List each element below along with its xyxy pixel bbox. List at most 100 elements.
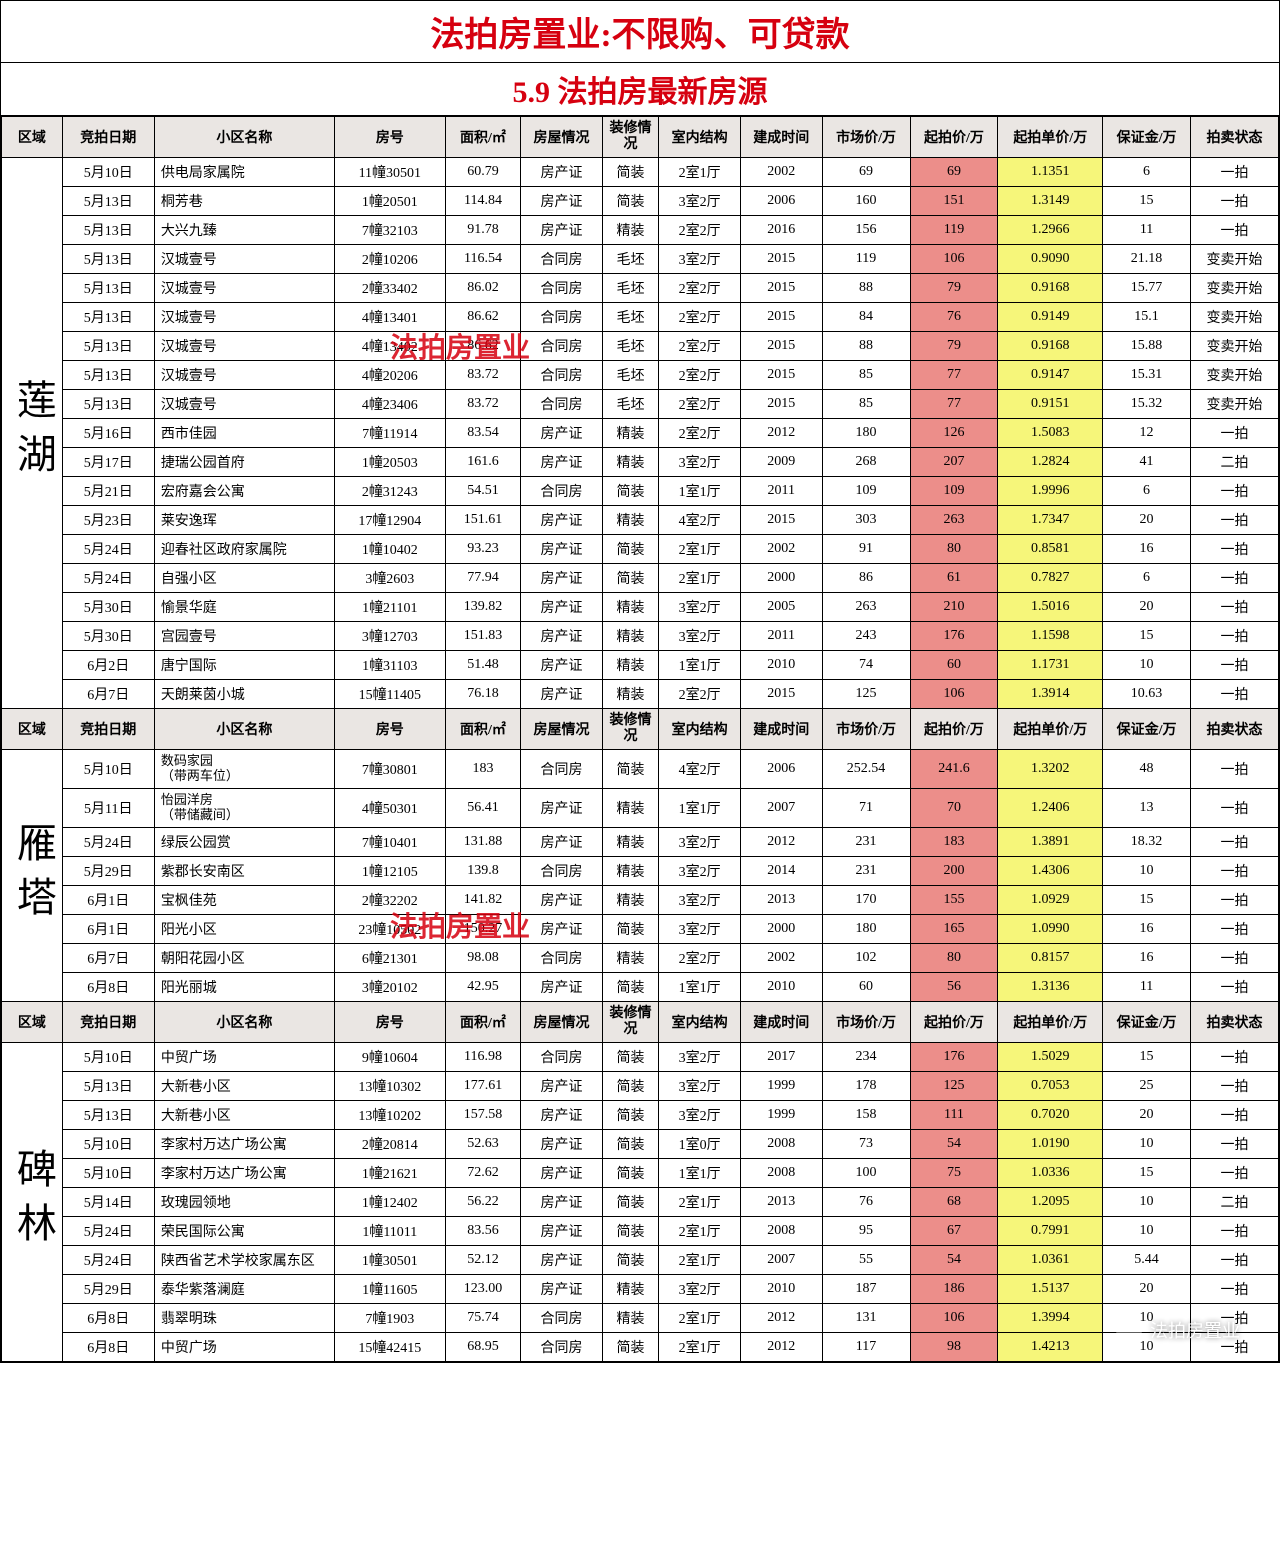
cell: 3室2厅 bbox=[659, 857, 741, 886]
cell: 150.27 bbox=[445, 915, 520, 944]
cell: 1幢12105 bbox=[334, 857, 445, 886]
cell: 11幢30501 bbox=[334, 158, 445, 187]
cell: 2012 bbox=[740, 828, 822, 857]
cell: 大新巷小区 bbox=[154, 1101, 334, 1130]
cell: 房产证 bbox=[521, 1159, 603, 1188]
cell: 2007 bbox=[740, 789, 822, 828]
cell: 大新巷小区 bbox=[154, 1072, 334, 1101]
cell: 1.2966 bbox=[998, 216, 1103, 245]
cell: 一拍 bbox=[1191, 1130, 1279, 1159]
cell: 1幢21101 bbox=[334, 593, 445, 622]
cell: 0.7991 bbox=[998, 1217, 1103, 1246]
table-row: 5月24日陕西省艺术学校家属东区1幢3050152.12房产证简装2室1厅200… bbox=[2, 1246, 1279, 1275]
cell: 简装 bbox=[602, 564, 659, 593]
cell: 183 bbox=[910, 828, 998, 857]
cell: 2015 bbox=[740, 680, 822, 709]
cell: 5月11日 bbox=[62, 789, 154, 828]
cell: 1.4213 bbox=[998, 1333, 1103, 1362]
cell: 合同房 bbox=[521, 390, 603, 419]
cell: 151.83 bbox=[445, 622, 520, 651]
cell: 捷瑞公园首府 bbox=[154, 448, 334, 477]
col-header: 市场价/万 bbox=[822, 1002, 910, 1043]
cell: 4幢13401 bbox=[334, 303, 445, 332]
cell: 41 bbox=[1103, 448, 1191, 477]
col-header: 竞拍日期 bbox=[62, 1002, 154, 1043]
cell: 17幢12904 bbox=[334, 506, 445, 535]
col-header: 建成时间 bbox=[740, 709, 822, 750]
cell: 1.5016 bbox=[998, 593, 1103, 622]
col-header: 保证金/万 bbox=[1103, 709, 1191, 750]
cell: 178 bbox=[822, 1072, 910, 1101]
cell: 176 bbox=[910, 1043, 998, 1072]
cell: 2013 bbox=[740, 886, 822, 915]
cell: 一拍 bbox=[1191, 1072, 1279, 1101]
cell: 72.62 bbox=[445, 1159, 520, 1188]
cell: 5月13日 bbox=[62, 245, 154, 274]
cell: 一拍 bbox=[1191, 789, 1279, 828]
cell: 5月30日 bbox=[62, 593, 154, 622]
col-header: 室内结构 bbox=[659, 709, 741, 750]
table-row: 5月13日汉城壹号4幢2020683.72合同房毛坯2室2厅201585770.… bbox=[2, 361, 1279, 390]
cell: 77 bbox=[910, 390, 998, 419]
cell: 房产证 bbox=[521, 1188, 603, 1217]
cell: 精装 bbox=[602, 828, 659, 857]
cell: 2011 bbox=[740, 622, 822, 651]
col-header: 室内结构 bbox=[659, 117, 741, 158]
cell: 5月23日 bbox=[62, 506, 154, 535]
col-header: 房号 bbox=[334, 709, 445, 750]
table-row: 5月13日汉城壹号4幢1340186.62合同房毛坯2室2厅201584760.… bbox=[2, 303, 1279, 332]
table-row: 5月24日绿辰公园赏7幢10401131.88房产证精装3室2厅20122311… bbox=[2, 828, 1279, 857]
cell: 中贸广场 bbox=[154, 1043, 334, 1072]
cell: 0.7020 bbox=[998, 1101, 1103, 1130]
cell: 85 bbox=[822, 390, 910, 419]
col-header: 房屋情况 bbox=[521, 709, 603, 750]
cell: 187 bbox=[822, 1275, 910, 1304]
cell: 1室0厅 bbox=[659, 1130, 741, 1159]
cell: 简装 bbox=[602, 915, 659, 944]
cell: 56 bbox=[910, 973, 998, 1002]
cell: 6月1日 bbox=[62, 915, 154, 944]
cell: 2007 bbox=[740, 1246, 822, 1275]
cell: 合同房 bbox=[521, 857, 603, 886]
cell: 119 bbox=[822, 245, 910, 274]
cell: 合同房 bbox=[521, 274, 603, 303]
cell: 变卖开始 bbox=[1191, 361, 1279, 390]
col-header: 起拍价/万 bbox=[910, 117, 998, 158]
col-header: 区域 bbox=[2, 1002, 63, 1043]
cell: 精装 bbox=[602, 448, 659, 477]
cell: 精装 bbox=[602, 789, 659, 828]
cell: 中贸广场 bbox=[154, 1333, 334, 1362]
cell: 一拍 bbox=[1191, 915, 1279, 944]
cell: 18.32 bbox=[1103, 828, 1191, 857]
cell: 合同房 bbox=[521, 332, 603, 361]
cell: 毛坯 bbox=[602, 361, 659, 390]
cell: 1.3914 bbox=[998, 680, 1103, 709]
cell: 1.0929 bbox=[998, 886, 1103, 915]
cell: 2000 bbox=[740, 564, 822, 593]
table-row: 5月13日大兴九臻7幢3210391.78房产证精装2室2厅2016156119… bbox=[2, 216, 1279, 245]
cell: 大兴九臻 bbox=[154, 216, 334, 245]
cell: 朝阳花园小区 bbox=[154, 944, 334, 973]
cell: 6月8日 bbox=[62, 973, 154, 1002]
cell: 51.48 bbox=[445, 651, 520, 680]
cell: 2002 bbox=[740, 535, 822, 564]
cell: 精装 bbox=[602, 886, 659, 915]
cell: 83.72 bbox=[445, 361, 520, 390]
cell: 252.54 bbox=[822, 750, 910, 789]
cell: 186 bbox=[910, 1275, 998, 1304]
cell: 231 bbox=[822, 828, 910, 857]
cell: 一拍 bbox=[1191, 1217, 1279, 1246]
cell: 毛坯 bbox=[602, 245, 659, 274]
cell: 6月8日 bbox=[62, 1333, 154, 1362]
cell: 宫园壹号 bbox=[154, 622, 334, 651]
cell: 毛坯 bbox=[602, 303, 659, 332]
cell: 125 bbox=[910, 1072, 998, 1101]
cell: 2012 bbox=[740, 1333, 822, 1362]
cell: 170 bbox=[822, 886, 910, 915]
cell: 5月24日 bbox=[62, 564, 154, 593]
cell: 4幢13402 bbox=[334, 332, 445, 361]
col-header: 面积/㎡ bbox=[445, 709, 520, 750]
cell: 111 bbox=[910, 1101, 998, 1130]
cell: 2008 bbox=[740, 1130, 822, 1159]
cell: 精装 bbox=[602, 1304, 659, 1333]
